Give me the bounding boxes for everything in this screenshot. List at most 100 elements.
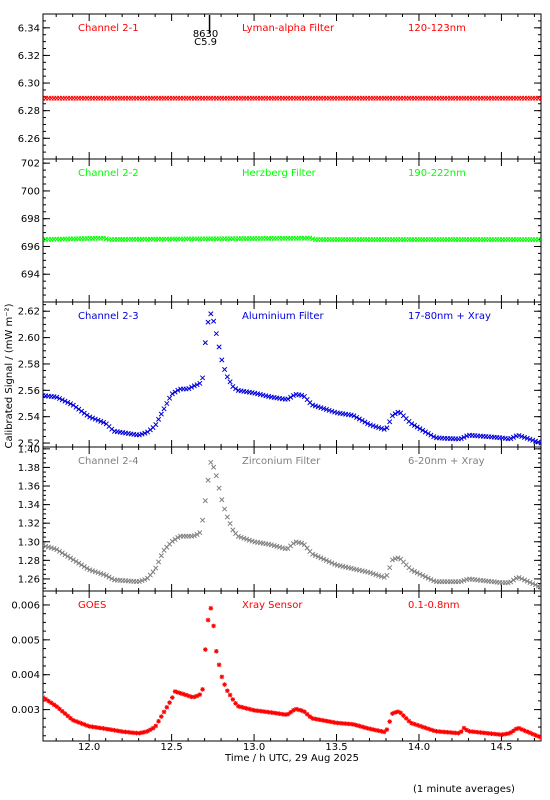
y-tick-label: 1.32 [18, 519, 40, 530]
data-point [414, 722, 420, 728]
data-point [95, 725, 101, 730]
data-point [384, 425, 390, 431]
data-point [425, 430, 431, 437]
data-point [538, 95, 541, 101]
y-tick-label: 1.28 [18, 556, 40, 567]
data-point [461, 577, 467, 583]
data-point [359, 417, 365, 424]
data-point [205, 617, 211, 623]
data-point [280, 711, 285, 717]
data-point [186, 693, 192, 699]
data-point [417, 723, 423, 729]
series-ch23 [43, 311, 541, 446]
data-point [362, 419, 368, 425]
data-point [425, 726, 431, 732]
data-point [378, 573, 384, 580]
data-point [153, 565, 159, 571]
data-point [76, 560, 82, 566]
y-tick-label: 0.005 [11, 635, 40, 646]
data-point [321, 556, 327, 562]
data-point [227, 379, 233, 385]
data-point [194, 531, 200, 538]
data-point [522, 728, 527, 733]
data-point [497, 732, 503, 737]
data-point [192, 694, 197, 700]
data-point [167, 700, 172, 705]
data-point [260, 709, 266, 714]
data-point [51, 546, 57, 552]
data-point [81, 722, 87, 727]
data-point [158, 553, 164, 559]
data-point [219, 357, 225, 363]
data-point [420, 724, 425, 730]
data-point [227, 521, 233, 527]
data-point [535, 734, 541, 739]
data-point [524, 578, 530, 584]
data-point [191, 533, 197, 539]
data-point [81, 564, 87, 570]
data-point [202, 498, 208, 504]
data-point [211, 464, 217, 470]
data-point [101, 726, 106, 731]
data-point [409, 421, 415, 427]
data-point [78, 562, 85, 568]
data-point [136, 730, 142, 736]
data-point [329, 719, 335, 725]
flare-marker-label-bottom: C5.9 [194, 37, 217, 48]
data-point [79, 721, 84, 726]
data-point [214, 648, 219, 654]
data-point [211, 623, 216, 629]
data-point [510, 577, 517, 583]
data-point [469, 729, 475, 734]
data-point [59, 397, 65, 403]
data-point [299, 708, 304, 713]
data-point [318, 555, 324, 561]
data-point [219, 674, 225, 680]
data-point [247, 706, 252, 712]
panel-ch23: 2.52 2.54 2.56 2.58 2.60 2.62 Channel 2-3 Alumi… [18, 301, 542, 450]
data-point [365, 421, 371, 427]
data-point [194, 382, 200, 388]
y-tick-label: 1.36 [18, 482, 40, 493]
y-tick-label: 1.40 [18, 444, 40, 455]
data-point [436, 729, 442, 734]
data-point [150, 569, 156, 575]
panel-label: Xray Sensor [242, 600, 303, 611]
data-point [98, 725, 104, 731]
data-point [175, 690, 181, 695]
y-tick-label: 698 [21, 214, 40, 225]
data-point [401, 713, 406, 718]
data-point [54, 394, 60, 400]
data-point [527, 730, 533, 736]
y-tick-label: 2.54 [18, 412, 40, 423]
panel-label: 17-80nm + Xray [408, 311, 491, 322]
data-point [222, 682, 227, 687]
y-tick-label: 2.60 [18, 333, 40, 344]
data-point [425, 575, 431, 581]
data-point [139, 730, 145, 735]
data-point [521, 577, 528, 583]
data-point [318, 717, 324, 723]
data-point [365, 725, 370, 731]
data-point [235, 533, 241, 539]
panel-label: Lyman-alpha Filter [242, 23, 335, 34]
series-ch24 [43, 459, 541, 590]
data-point [230, 527, 236, 533]
data-point [89, 415, 96, 421]
panel-ch21: 6.26 6.28 6.30 6.32 6.34 Channel 2-1 Lyman-alp… [18, 13, 542, 160]
panel-label: Channel 2-2 [78, 168, 139, 179]
data-point [519, 576, 525, 582]
data-point [392, 411, 398, 417]
data-point [227, 692, 233, 698]
panel-label: Aluminium Filter [242, 311, 325, 322]
data-point [161, 709, 167, 715]
flare-marker: 8630 C5.9 [193, 15, 218, 48]
y-tick-label: 1.34 [18, 500, 40, 511]
data-point [236, 704, 241, 709]
data-point [125, 729, 131, 735]
data-point [233, 386, 239, 392]
data-point [379, 729, 384, 734]
data-point [304, 711, 310, 717]
data-point [516, 574, 522, 581]
data-point [431, 434, 437, 440]
